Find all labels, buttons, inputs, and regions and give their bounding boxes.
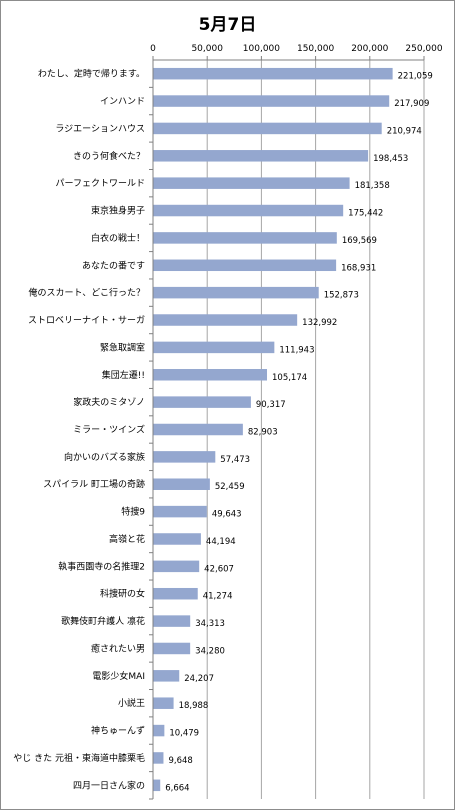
- bar: [153, 752, 164, 764]
- value-label: 42,607: [204, 564, 234, 574]
- bar: [153, 286, 319, 299]
- value-label: 9,648: [168, 756, 192, 766]
- bar: [153, 95, 390, 107]
- bar: [153, 478, 210, 490]
- category-label: パーフェクトワールド: [56, 178, 145, 189]
- category-label: 癒されたい男: [91, 642, 145, 654]
- bar: [153, 204, 344, 217]
- category-label: あなたの番です: [82, 259, 145, 271]
- x-tick-label: 250,000: [405, 44, 442, 54]
- bar: [153, 177, 350, 189]
- x-tick-label: 100,000: [243, 44, 280, 54]
- x-tick-label: 50,000: [191, 44, 223, 54]
- value-label: 217,909: [394, 99, 429, 109]
- category-label: ストロベリーナイト・サーガ: [28, 315, 145, 326]
- bar: [153, 314, 298, 326]
- value-label: 82,903: [248, 428, 278, 438]
- value-label: 41,274: [203, 592, 233, 602]
- value-label: 181,358: [355, 181, 390, 191]
- value-label: 24,207: [184, 674, 214, 684]
- value-label: 49,643: [212, 510, 242, 520]
- value-label: 210,974: [387, 126, 422, 136]
- category-label: 東京独身男子: [91, 205, 145, 217]
- bar: [153, 341, 275, 354]
- category-label: きのう何食べた？: [73, 150, 145, 162]
- category-label: 歌舞伎町弁護人 凛花: [61, 615, 145, 627]
- x-tick-label: 0: [150, 44, 156, 54]
- category-label: 科捜研の女: [100, 588, 145, 600]
- bar: [153, 67, 393, 80]
- bar: [153, 670, 180, 682]
- category-label: 白衣の戦士！: [91, 232, 145, 244]
- value-label: 221,059: [398, 72, 433, 82]
- bar: [153, 587, 198, 600]
- value-label: 152,873: [324, 291, 359, 301]
- category-label: 緊急取調室: [100, 341, 145, 353]
- value-label: 168,931: [341, 263, 376, 273]
- category-label: 向かいのバズる家族: [64, 451, 145, 463]
- value-label: 90,317: [256, 400, 286, 410]
- value-label: 57,473: [220, 455, 250, 465]
- bar: [153, 451, 216, 463]
- value-label: 198,453: [373, 154, 408, 164]
- category-label: 家政夫のミタゾノ: [73, 396, 145, 408]
- category-label: 高嶺と花: [109, 533, 145, 545]
- value-label: 105,174: [272, 373, 307, 383]
- category-label: 執事西園寺の名推理2: [58, 560, 145, 572]
- category-label: わたし、定時で帰ります。: [38, 68, 145, 80]
- bar: [153, 724, 165, 737]
- category-label: 特捜9: [121, 506, 145, 518]
- value-label: 10,479: [169, 729, 199, 739]
- category-label: 神ちゅーんず: [91, 725, 145, 737]
- category-label: 集団左遷!!: [102, 369, 145, 381]
- chart-title: 5月7日: [198, 15, 257, 35]
- x-tick-label: 150,000: [297, 44, 334, 54]
- bar: [153, 259, 337, 272]
- bar: [153, 615, 191, 627]
- category-label: インハンド: [100, 97, 145, 107]
- category-label: ラジエーションハウス: [55, 123, 145, 134]
- value-label: 175,442: [348, 209, 383, 219]
- value-label: 169,569: [342, 236, 377, 246]
- value-label: 18,988: [179, 701, 209, 711]
- value-label: 34,280: [195, 646, 225, 656]
- value-label: 34,313: [195, 619, 225, 629]
- x-tick-label: 200,000: [351, 44, 388, 54]
- x-axis-ticks: 0 50,000 100,000 150,000 200,000 250,000: [150, 44, 443, 60]
- value-label: 44,194: [206, 537, 236, 547]
- bar: [153, 505, 207, 518]
- bar: [153, 697, 174, 709]
- bar: [153, 232, 337, 244]
- bar: [153, 533, 201, 545]
- value-label: 6,664: [165, 783, 189, 793]
- category-label: 電影少女MAI: [92, 670, 145, 682]
- value-label: 111,943: [279, 345, 314, 355]
- category-label: 四月一日さん家の: [73, 779, 145, 791]
- value-label: 132,992: [302, 318, 337, 328]
- bar: [153, 779, 161, 792]
- bar: [153, 642, 191, 655]
- bar: [153, 150, 369, 162]
- category-label: 俺のスカート、どこ行った？: [28, 287, 145, 299]
- bar: [153, 122, 382, 135]
- category-label: ミラー・ツインズ: [73, 424, 145, 436]
- value-labels: 221,059 217,909 210,974 198,453 181,358 175,4…: [165, 72, 433, 794]
- axes: [149, 59, 424, 800]
- category-label: やじ きた 元祖・東海道中膝栗毛: [13, 752, 145, 764]
- value-label: 52,459: [215, 482, 245, 492]
- bar: [153, 396, 251, 408]
- bar: [153, 560, 200, 573]
- category-label: スパイラル 町工場の奇跡: [43, 478, 145, 490]
- bars: [153, 67, 393, 792]
- bar: [153, 423, 243, 436]
- category-label: 小説王: [118, 697, 145, 709]
- bar: [153, 369, 268, 381]
